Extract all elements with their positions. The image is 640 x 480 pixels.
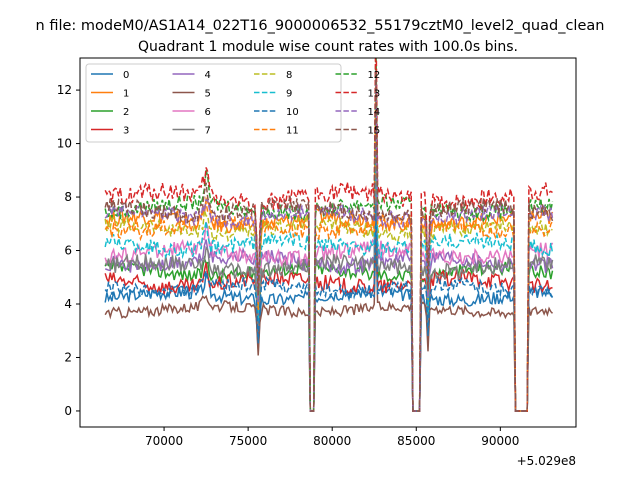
series-line-3 <box>104 186 553 412</box>
y-tick-label: 8 <box>64 190 72 204</box>
series-line-10 <box>104 204 554 412</box>
y-axis: 0 2 4 6 8 10 12 <box>57 83 80 418</box>
legend-label-11: 11 <box>286 126 299 137</box>
legend-label-13: 13 <box>368 89 381 100</box>
legend-label-3: 3 <box>123 126 129 137</box>
legend-box <box>85 63 342 143</box>
series-line-2 <box>104 170 554 412</box>
series-line-11 <box>104 84 554 412</box>
x-tick-label: 75000 <box>229 434 267 448</box>
legend-label-15: 15 <box>368 126 381 137</box>
series-line-7 <box>104 149 554 412</box>
y-tick-label: 0 <box>64 404 72 418</box>
series-line-5 <box>104 234 554 412</box>
y-tick-label: 2 <box>64 350 72 364</box>
legend-label-14: 14 <box>368 107 381 118</box>
series-line-14 <box>104 79 554 412</box>
x-tick-label: 90000 <box>481 434 519 448</box>
y-tick-label: 6 <box>64 244 72 258</box>
series-line-13 <box>104 58 553 412</box>
legend-label-10: 10 <box>286 107 299 118</box>
legend-label-6: 6 <box>205 107 211 118</box>
axes-frame <box>79 57 577 428</box>
series-layer <box>104 58 554 412</box>
x-tick-label: 80000 <box>313 434 351 448</box>
series-line-12 <box>104 58 554 412</box>
legend-label-12: 12 <box>368 70 381 81</box>
series-line-15 <box>104 70 554 412</box>
x-axis: 70000 75000 80000 85000 90000 <box>145 427 519 448</box>
legend-label-5: 5 <box>205 89 211 100</box>
legend-label-2: 2 <box>123 107 129 118</box>
y-tick-label: 4 <box>64 297 72 311</box>
series-line-6 <box>104 127 554 412</box>
legend-label-9: 9 <box>286 89 292 100</box>
y-tick-label: 12 <box>57 83 72 97</box>
legend-label-0: 0 <box>123 70 129 81</box>
x-offset-label: +5.029e8 <box>517 454 576 468</box>
legend-label-1: 1 <box>123 89 129 100</box>
legend-label-4: 4 <box>205 70 211 81</box>
x-tick-label: 85000 <box>397 434 435 448</box>
figure-suptitle: n file: modeM0/AS1A14_022T16_9000006532_… <box>36 18 605 34</box>
y-tick-label: 10 <box>57 137 72 151</box>
legend-label-8: 8 <box>286 70 292 81</box>
chart-title: Quadrant 1 module wise count rates with … <box>138 39 518 55</box>
x-tick-label: 70000 <box>145 434 183 448</box>
legend-label-7: 7 <box>205 126 211 137</box>
